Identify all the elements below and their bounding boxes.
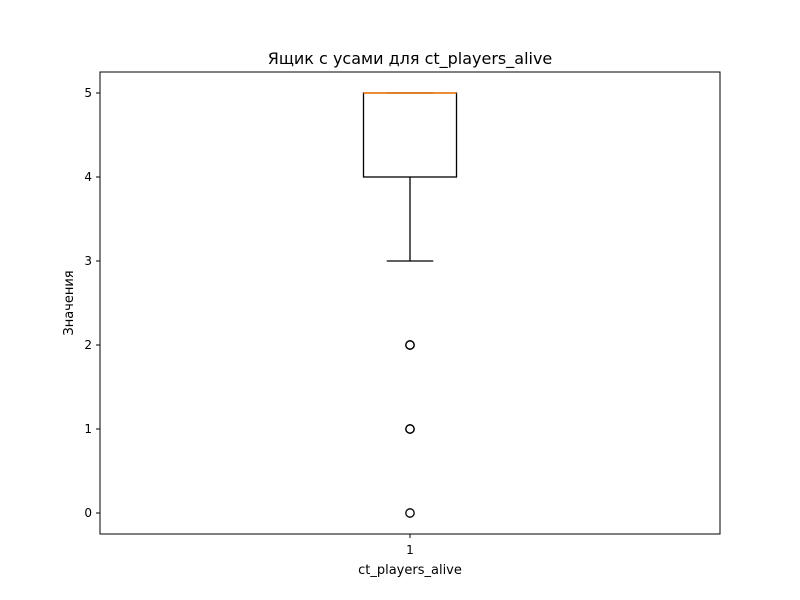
y-tick-label: 0 [84,506,92,520]
y-tick-label: 3 [84,254,92,268]
y-axis-label: Значения [62,270,77,335]
y-tick-label: 2 [84,338,92,352]
box-group [362,92,458,518]
y-axis: 0 1 2 3 4 5 [84,86,100,520]
outlier-point [405,340,415,350]
plot-area-frame [99,71,721,535]
y-tick-label: 1 [84,422,92,436]
y-tick-label: 4 [84,170,92,184]
x-axis-label: ct_players_alive [358,563,462,578]
y-tick-label: 5 [84,86,92,100]
chart-title: Ящик с усами для ct_players_alive [268,49,553,69]
outlier-point [405,424,415,434]
x-tick-label: 1 [406,543,414,557]
outlier-point [405,508,415,518]
box-iqr [362,92,458,178]
x-axis: 1 [406,534,414,557]
